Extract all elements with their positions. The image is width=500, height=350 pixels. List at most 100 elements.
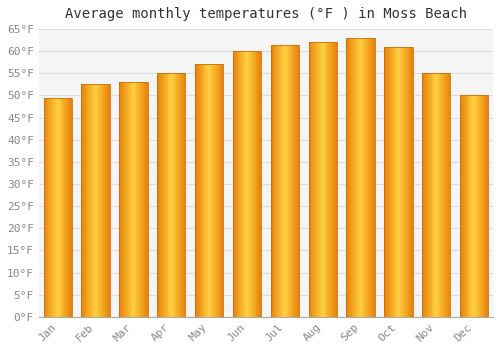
Bar [358,38,360,317]
Bar [141,82,142,317]
Bar [474,96,475,317]
Bar [446,73,448,317]
Bar [286,44,287,317]
Bar [480,96,481,317]
Bar [274,44,276,317]
Bar [172,73,173,317]
Bar [346,38,375,317]
Bar [96,84,98,317]
Bar [400,47,402,317]
Bar [308,42,337,317]
Bar [279,44,280,317]
Bar [475,96,476,317]
Bar [331,42,332,317]
Bar [398,47,400,317]
Bar [122,82,123,317]
Bar [166,73,168,317]
Bar [322,42,324,317]
Bar [243,51,244,317]
Bar [52,98,53,317]
Bar [292,44,294,317]
Bar [353,38,354,317]
Bar [208,64,209,317]
Bar [249,51,250,317]
Bar [134,82,136,317]
Bar [434,73,436,317]
Bar [92,84,94,317]
Bar [132,82,134,317]
Bar [349,38,350,317]
Bar [180,73,181,317]
Bar [53,98,54,317]
Bar [460,96,461,317]
Bar [212,64,213,317]
Bar [332,42,333,317]
Bar [210,64,211,317]
Bar [109,84,110,317]
Bar [233,51,261,317]
Bar [140,82,141,317]
Bar [211,64,212,317]
Bar [246,51,247,317]
Bar [127,82,128,317]
Bar [62,98,64,317]
Bar [213,64,214,317]
Bar [437,73,438,317]
Bar [258,51,260,317]
Bar [170,73,172,317]
Bar [427,73,428,317]
Bar [66,98,67,317]
Bar [282,44,283,317]
Bar [157,73,158,317]
Bar [280,44,281,317]
Title: Average monthly temperatures (°F ) in Moss Beach: Average monthly temperatures (°F ) in Mo… [65,7,467,21]
Bar [247,51,248,317]
Bar [386,47,387,317]
Bar [351,38,352,317]
Bar [177,73,178,317]
Bar [68,98,69,317]
Bar [254,51,256,317]
Bar [206,64,208,317]
Bar [394,47,396,317]
Bar [472,96,473,317]
Bar [220,64,222,317]
Bar [315,42,316,317]
Bar [430,73,432,317]
Bar [143,82,144,317]
Bar [64,98,66,317]
Bar [125,82,126,317]
Bar [466,96,468,317]
Bar [321,42,322,317]
Bar [209,64,210,317]
Bar [240,51,242,317]
Bar [82,84,84,317]
Bar [308,42,310,317]
Bar [236,51,238,317]
Bar [440,73,441,317]
Bar [159,73,160,317]
Bar [248,51,249,317]
Bar [298,44,299,317]
Bar [352,38,353,317]
Bar [242,51,243,317]
Bar [214,64,215,317]
Bar [54,98,55,317]
Bar [85,84,86,317]
Bar [57,98,58,317]
Bar [422,73,423,317]
Bar [444,73,445,317]
Bar [46,98,48,317]
Bar [195,64,224,317]
Bar [402,47,403,317]
Bar [373,38,374,317]
Bar [324,42,326,317]
Bar [470,96,472,317]
Bar [481,96,482,317]
Bar [404,47,405,317]
Bar [146,82,148,317]
Bar [409,47,410,317]
Bar [392,47,394,317]
Bar [319,42,320,317]
Bar [173,73,174,317]
